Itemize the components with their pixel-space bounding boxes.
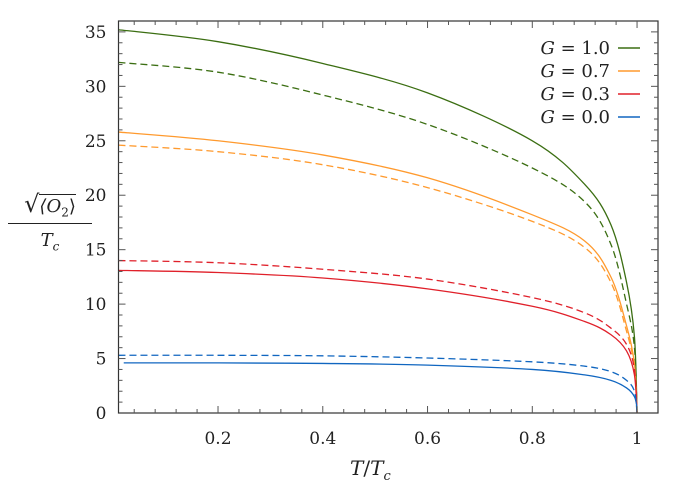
legend: G = 1.0G = 0.7G = 0.3G = 0.0 — [540, 38, 640, 128]
curve-07-dashed — [118, 144, 638, 414]
curve-03-dashed — [118, 259, 638, 414]
x-tick-label: 0.2 — [204, 429, 231, 449]
y-tick-label: 35 — [85, 23, 107, 43]
curve-00-dashed — [118, 354, 638, 414]
curve-00-solid — [123, 362, 638, 408]
y-tick-label: 30 — [85, 77, 107, 97]
y-tick-label: 15 — [85, 241, 107, 261]
curves — [118, 29, 638, 414]
y-tick-label: 5 — [96, 350, 107, 370]
xlabel-slash: / — [363, 456, 371, 480]
x-tick-label: 0.4 — [309, 429, 336, 449]
curve-07-solid — [118, 131, 638, 414]
x-tick-label: 1 — [632, 429, 643, 449]
ylabel-denominator: T — [40, 229, 53, 251]
curve-10-dashed — [118, 61, 638, 414]
ylabel-denominator-subscript: c — [52, 239, 60, 254]
x-tick-label: 0.8 — [519, 429, 546, 449]
legend-label: G = 0.0 — [540, 107, 610, 128]
y-tick-label: 0 — [96, 404, 107, 424]
x-tick-label: 0.6 — [414, 429, 441, 449]
curve-10-solid — [118, 29, 638, 414]
y-axis-label: √⟨O2⟩ Tc — [8, 190, 92, 253]
ylabel-close: ⟩ — [68, 196, 76, 217]
sqrt-sign: √ — [24, 190, 40, 218]
legend-label: G = 0.7 — [540, 61, 610, 82]
curve-03-solid — [118, 269, 638, 414]
xlabel-t: T — [350, 456, 364, 480]
xlabel-tc: T — [370, 456, 384, 480]
legend-label: G = 1.0 — [540, 38, 610, 59]
ylabel-numerator-subscript: 2 — [61, 205, 69, 220]
y-tick-label: 10 — [85, 295, 107, 315]
y-tick-label: 25 — [85, 132, 107, 152]
legend-label: G = 0.3 — [540, 84, 610, 105]
x-axis-label: T/Tc — [350, 456, 391, 484]
y-tick-label: 20 — [85, 186, 107, 206]
ylabel-numerator: ⟨O — [39, 196, 62, 217]
xlabel-subscript: c — [383, 469, 391, 484]
